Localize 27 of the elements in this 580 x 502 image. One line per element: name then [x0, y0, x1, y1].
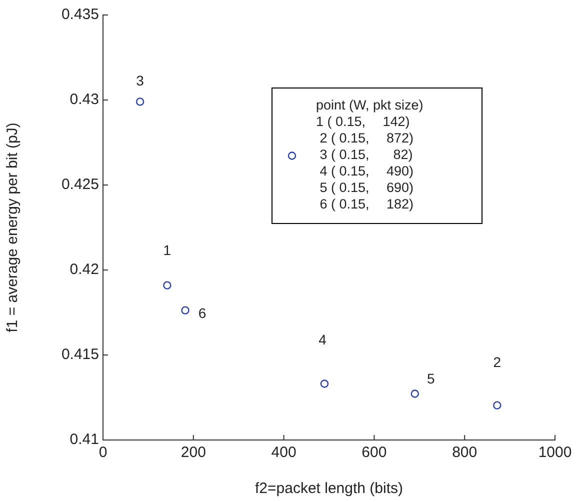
y-tick-label: 0.43: [70, 91, 99, 108]
x-tick-label: 800: [452, 444, 478, 462]
annotation: 4: [318, 332, 327, 348]
x-tick-label: 1000: [538, 444, 572, 462]
x-axis-title: f2=packet length (bits): [254, 480, 404, 498]
x-tick-label: 200: [180, 444, 206, 462]
annotation: 1: [163, 242, 172, 258]
point: [163, 281, 172, 290]
x-tick-label: 400: [271, 444, 296, 462]
point: [136, 98, 144, 106]
x-tick-label: 0: [98, 444, 108, 462]
annotation: 2: [493, 354, 502, 370]
y-tick-label: 0.435: [61, 6, 99, 24]
y-tick-label: 0.42: [70, 261, 99, 278]
point: [410, 390, 419, 398]
annotation: 6: [198, 305, 206, 322]
x-tick-label: 600: [362, 444, 387, 462]
annotation: 5: [426, 370, 435, 387]
point: [493, 401, 502, 410]
y-tick-label: 0.415: [61, 346, 99, 364]
y-axis-title: f1 = average energy per bit (pJ): [4, 122, 22, 332]
annotation: 3: [136, 72, 144, 89]
point: [181, 306, 190, 314]
point: [320, 380, 329, 388]
y-tick-label: 0.425: [61, 176, 99, 194]
legend-label: point (W, pkt size) 1 ( 0.15, 142) 2 ( 0.15, 872) 3 ( 0.15, 82) 4 ( 0.15, 490) 5 ( 0.15, 690) 6 ( 0.15, 182): [316, 98, 424, 212]
y-tick-label: 0.41: [70, 431, 99, 448]
